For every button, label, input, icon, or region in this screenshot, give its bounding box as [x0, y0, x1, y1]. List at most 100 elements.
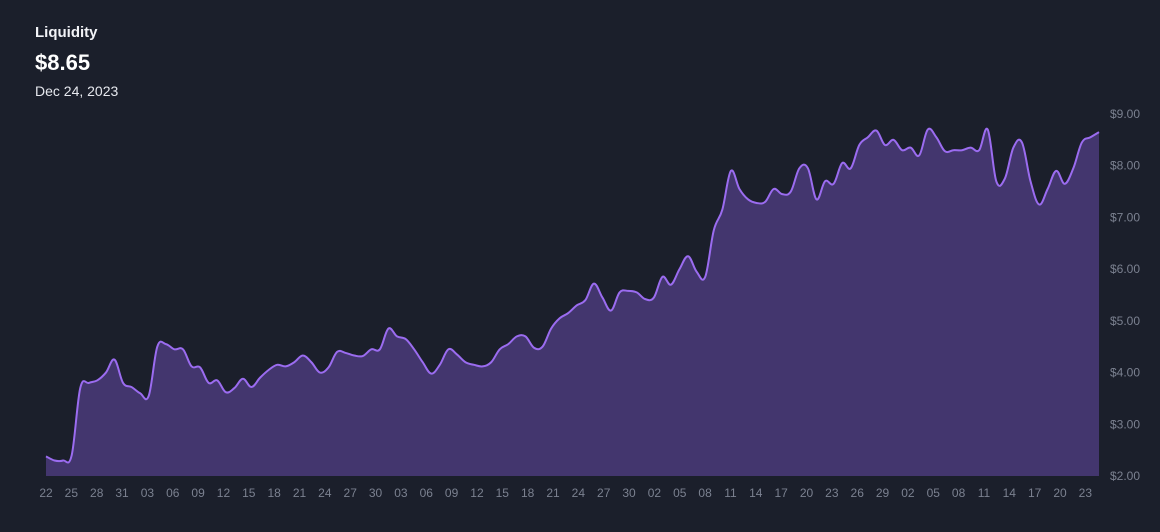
data-point[interactable]	[444, 345, 452, 353]
data-point[interactable]	[1001, 175, 1009, 183]
data-point[interactable]	[42, 452, 50, 460]
data-point[interactable]	[658, 273, 666, 281]
data-point[interactable]	[564, 309, 572, 317]
data-point[interactable]	[273, 361, 281, 369]
data-point[interactable]	[847, 164, 855, 172]
data-point[interactable]	[898, 146, 906, 154]
data-point[interactable]	[787, 188, 795, 196]
data-point[interactable]	[881, 141, 889, 149]
data-point[interactable]	[470, 361, 478, 369]
data-point[interactable]	[1052, 167, 1060, 175]
data-point[interactable]	[949, 146, 957, 154]
data-point[interactable]	[581, 296, 589, 304]
data-point[interactable]	[230, 384, 238, 392]
data-point[interactable]	[932, 133, 940, 141]
data-point[interactable]	[222, 388, 230, 396]
data-point[interactable]	[804, 164, 812, 172]
data-point[interactable]	[539, 343, 547, 351]
data-point[interactable]	[1078, 138, 1086, 146]
data-point[interactable]	[641, 295, 649, 303]
data-point[interactable]	[188, 362, 196, 370]
data-point[interactable]	[282, 362, 290, 370]
data-point[interactable]	[213, 376, 221, 384]
data-point[interactable]	[735, 185, 743, 193]
data-point[interactable]	[153, 343, 161, 351]
data-point[interactable]	[76, 384, 84, 392]
data-point[interactable]	[770, 185, 778, 193]
data-point[interactable]	[590, 280, 598, 288]
data-point[interactable]	[727, 167, 735, 175]
data-point[interactable]	[410, 345, 418, 353]
data-point[interactable]	[367, 345, 375, 353]
data-point[interactable]	[384, 325, 392, 333]
data-point[interactable]	[136, 389, 144, 397]
data-point[interactable]	[701, 273, 709, 281]
data-point[interactable]	[128, 383, 136, 391]
data-point[interactable]	[958, 146, 966, 154]
data-point[interactable]	[1061, 180, 1069, 188]
data-point[interactable]	[838, 159, 846, 167]
data-point[interactable]	[290, 358, 298, 366]
data-point[interactable]	[915, 151, 923, 159]
data-point[interactable]	[504, 340, 512, 348]
data-point[interactable]	[547, 325, 555, 333]
data-point[interactable]	[1018, 138, 1026, 146]
data-point[interactable]	[684, 252, 692, 260]
data-point[interactable]	[205, 379, 213, 387]
data-point[interactable]	[316, 369, 324, 377]
data-point[interactable]	[676, 265, 684, 273]
data-point[interactable]	[924, 126, 932, 134]
data-point[interactable]	[93, 376, 101, 384]
data-point[interactable]	[513, 332, 521, 340]
data-point[interactable]	[941, 147, 949, 155]
data-point[interactable]	[342, 349, 350, 357]
data-point[interactable]	[496, 345, 504, 353]
data-point[interactable]	[761, 198, 769, 206]
data-point[interactable]	[598, 294, 606, 302]
data-point[interactable]	[718, 206, 726, 214]
data-point[interactable]	[427, 370, 435, 378]
data-point[interactable]	[196, 363, 204, 371]
data-point[interactable]	[693, 268, 701, 276]
data-point[interactable]	[710, 226, 718, 234]
data-point[interactable]	[992, 177, 1000, 185]
data-point[interactable]	[778, 190, 786, 198]
data-point[interactable]	[907, 144, 915, 152]
data-point[interactable]	[556, 314, 564, 322]
data-point[interactable]	[1086, 133, 1094, 141]
data-point[interactable]	[650, 294, 658, 302]
data-point[interactable]	[795, 164, 803, 172]
data-point[interactable]	[633, 288, 641, 296]
data-point[interactable]	[975, 146, 983, 154]
data-point[interactable]	[179, 345, 187, 353]
data-point[interactable]	[299, 352, 307, 360]
data-point[interactable]	[616, 288, 624, 296]
data-point[interactable]	[145, 392, 153, 400]
data-point[interactable]	[573, 301, 581, 309]
data-point[interactable]	[967, 144, 975, 152]
data-point[interactable]	[436, 361, 444, 369]
data-point[interactable]	[376, 345, 384, 353]
data-point[interactable]	[461, 358, 469, 366]
data-point[interactable]	[419, 358, 427, 366]
data-point[interactable]	[1035, 201, 1043, 209]
data-point[interactable]	[393, 332, 401, 340]
data-point[interactable]	[325, 363, 333, 371]
data-point[interactable]	[830, 180, 838, 188]
data-point[interactable]	[1044, 185, 1052, 193]
data-point[interactable]	[1095, 128, 1103, 136]
data-point[interactable]	[1027, 177, 1035, 185]
data-point[interactable]	[821, 177, 829, 185]
data-point[interactable]	[333, 348, 341, 356]
data-point[interactable]	[521, 332, 529, 340]
data-point[interactable]	[667, 281, 675, 289]
data-point[interactable]	[530, 344, 538, 352]
data-point[interactable]	[256, 374, 264, 382]
data-point[interactable]	[487, 358, 495, 366]
data-point[interactable]	[359, 352, 367, 360]
data-point[interactable]	[59, 456, 67, 464]
data-point[interactable]	[864, 133, 872, 141]
data-point[interactable]	[624, 287, 632, 295]
data-point[interactable]	[68, 451, 76, 459]
